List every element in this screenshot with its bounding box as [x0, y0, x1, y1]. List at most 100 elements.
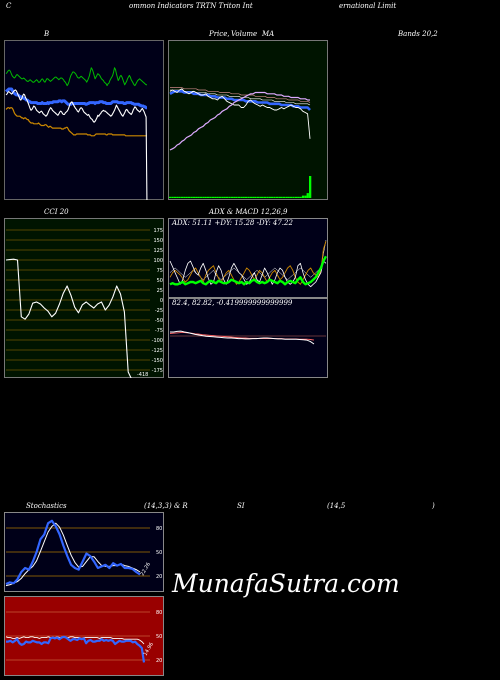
- cci-chart: 175 150 125 100 75 50 25 0 -25 -50 -75 -100 -125 -150…: [4, 218, 164, 378]
- stochastics-panel: 80 50 20 22.26: [4, 512, 164, 592]
- volume-bar: [306, 193, 309, 198]
- volume-bar: [230, 196, 233, 198]
- price-line: [169, 88, 311, 139]
- macd-values-text: 82.4, 82.82, -0.419999999999999: [172, 299, 293, 307]
- price-label: Price,: [209, 30, 230, 38]
- macd-line: [170, 330, 315, 345]
- volume-bar: [211, 196, 214, 198]
- volume-bar: [176, 196, 179, 198]
- volume-bar: [263, 196, 267, 198]
- price-volume-chart: [168, 40, 328, 200]
- panel-background: [4, 40, 164, 200]
- rsi-panel: 80 50 20 14.96: [4, 596, 164, 676]
- stochastics-label: Stochastics: [26, 502, 67, 510]
- volume-bar: [169, 196, 172, 198]
- volume-bar: [225, 196, 229, 198]
- adx-line: [169, 255, 328, 286]
- volume-bar: [309, 176, 312, 198]
- cci-tick-label: -100: [152, 338, 163, 344]
- trend-line: [169, 91, 310, 151]
- volume-bar: [259, 196, 262, 198]
- panel-background: [168, 218, 328, 298]
- header-title-left: ommon Indicators TRTN Triton Int: [129, 2, 253, 10]
- volume-bar: [256, 196, 260, 198]
- volume-bar: [273, 196, 276, 198]
- price-line: [5, 89, 148, 200]
- bb-label: B: [44, 30, 50, 38]
- volume-bar: [178, 196, 181, 198]
- cci-tick-label: 50: [157, 278, 163, 284]
- volume-bar: [294, 196, 298, 198]
- volume-bar: [278, 196, 281, 198]
- adx-values-text: ADX: 51.11 +DY: 15.28 -DY: 47.22: [172, 219, 293, 227]
- volume-bar: [240, 196, 243, 198]
- upper-band-line: [5, 67, 147, 87]
- volume-bar: [223, 196, 226, 198]
- volume-bar: [254, 196, 257, 198]
- rsi-close-paren: ): [432, 502, 435, 510]
- header-c: C: [6, 2, 12, 10]
- rsi-params: (14,5: [327, 502, 346, 510]
- bollinger-chart: [4, 40, 164, 200]
- cci-tick-label: 175: [153, 228, 163, 234]
- cci-tick-label: 100: [153, 258, 163, 264]
- volume-bar: [235, 196, 238, 198]
- adx-macd-label: ADX & MACD 12,26,9: [209, 208, 288, 216]
- volume-bar: [285, 196, 288, 198]
- volume-bar: [185, 196, 188, 198]
- volume-bar: [247, 196, 250, 198]
- volume-bar: [195, 196, 198, 198]
- volume-bar: [214, 196, 217, 198]
- volume-bar: [297, 196, 300, 198]
- macd-chart: [168, 298, 328, 378]
- cci-last-value: -418: [137, 372, 148, 378]
- volume-bar: [204, 196, 207, 198]
- panel-background: [168, 40, 328, 200]
- watermark: MunafaSutra.com: [172, 569, 400, 598]
- volume-bar: [183, 196, 186, 198]
- volume-bar: [282, 196, 286, 198]
- cci-line: [5, 258, 132, 378]
- stoch-k-line: [5, 519, 141, 586]
- volume-bar: [218, 196, 222, 198]
- cci-tick-label: 25: [157, 288, 163, 294]
- middle-band-line: [4, 87, 148, 110]
- adx-chart: [168, 218, 328, 298]
- cci-label: CCI 20: [44, 208, 69, 216]
- volume-bar: [301, 195, 305, 198]
- volume-bar: [304, 195, 307, 198]
- volume-bar: [190, 196, 193, 198]
- lower-band-line: [5, 107, 147, 137]
- volume-bar: [252, 196, 255, 198]
- cci-tick-label: -125: [152, 348, 163, 354]
- volume-bar: [221, 196, 224, 198]
- bollinger-panel: [4, 40, 164, 200]
- stoch-tick-label: 80: [156, 526, 162, 532]
- volume-bar: [188, 196, 191, 198]
- rsi-ref-line: [5, 636, 145, 645]
- stochastics-params: (14,3,3) & R: [144, 502, 188, 510]
- rsi-tick-label: 20: [156, 658, 162, 664]
- volume-bar: [209, 196, 212, 198]
- rsi-tick-label: 50: [156, 634, 162, 640]
- volume-bar: [268, 196, 271, 198]
- cci-tick-label: 125: [153, 248, 163, 254]
- bands-label: Bands 20,2: [398, 30, 438, 38]
- rsi-line: [6, 635, 146, 663]
- volume-bar: [261, 196, 264, 198]
- cci-tick-label: -175: [152, 368, 163, 374]
- volume-bar: [199, 196, 203, 198]
- volume-bar: [180, 196, 184, 198]
- volume-bar: [192, 196, 195, 198]
- volume-bar: [275, 196, 279, 198]
- cci-panel: 175 150 125 100 75 50 25 0 -25 -50 -75 -100 -125 -150…: [4, 218, 164, 378]
- volume-label: Volume: [231, 30, 258, 38]
- volume-bar: [249, 196, 252, 198]
- adx-panel: [168, 218, 328, 298]
- header-title-right: ernational Limit: [339, 2, 397, 10]
- cci-tick-label: 75: [157, 268, 163, 274]
- cci-tick-label: -150: [152, 358, 163, 364]
- volume-bar: [292, 196, 295, 198]
- stoch-tick-label: 20: [156, 574, 162, 580]
